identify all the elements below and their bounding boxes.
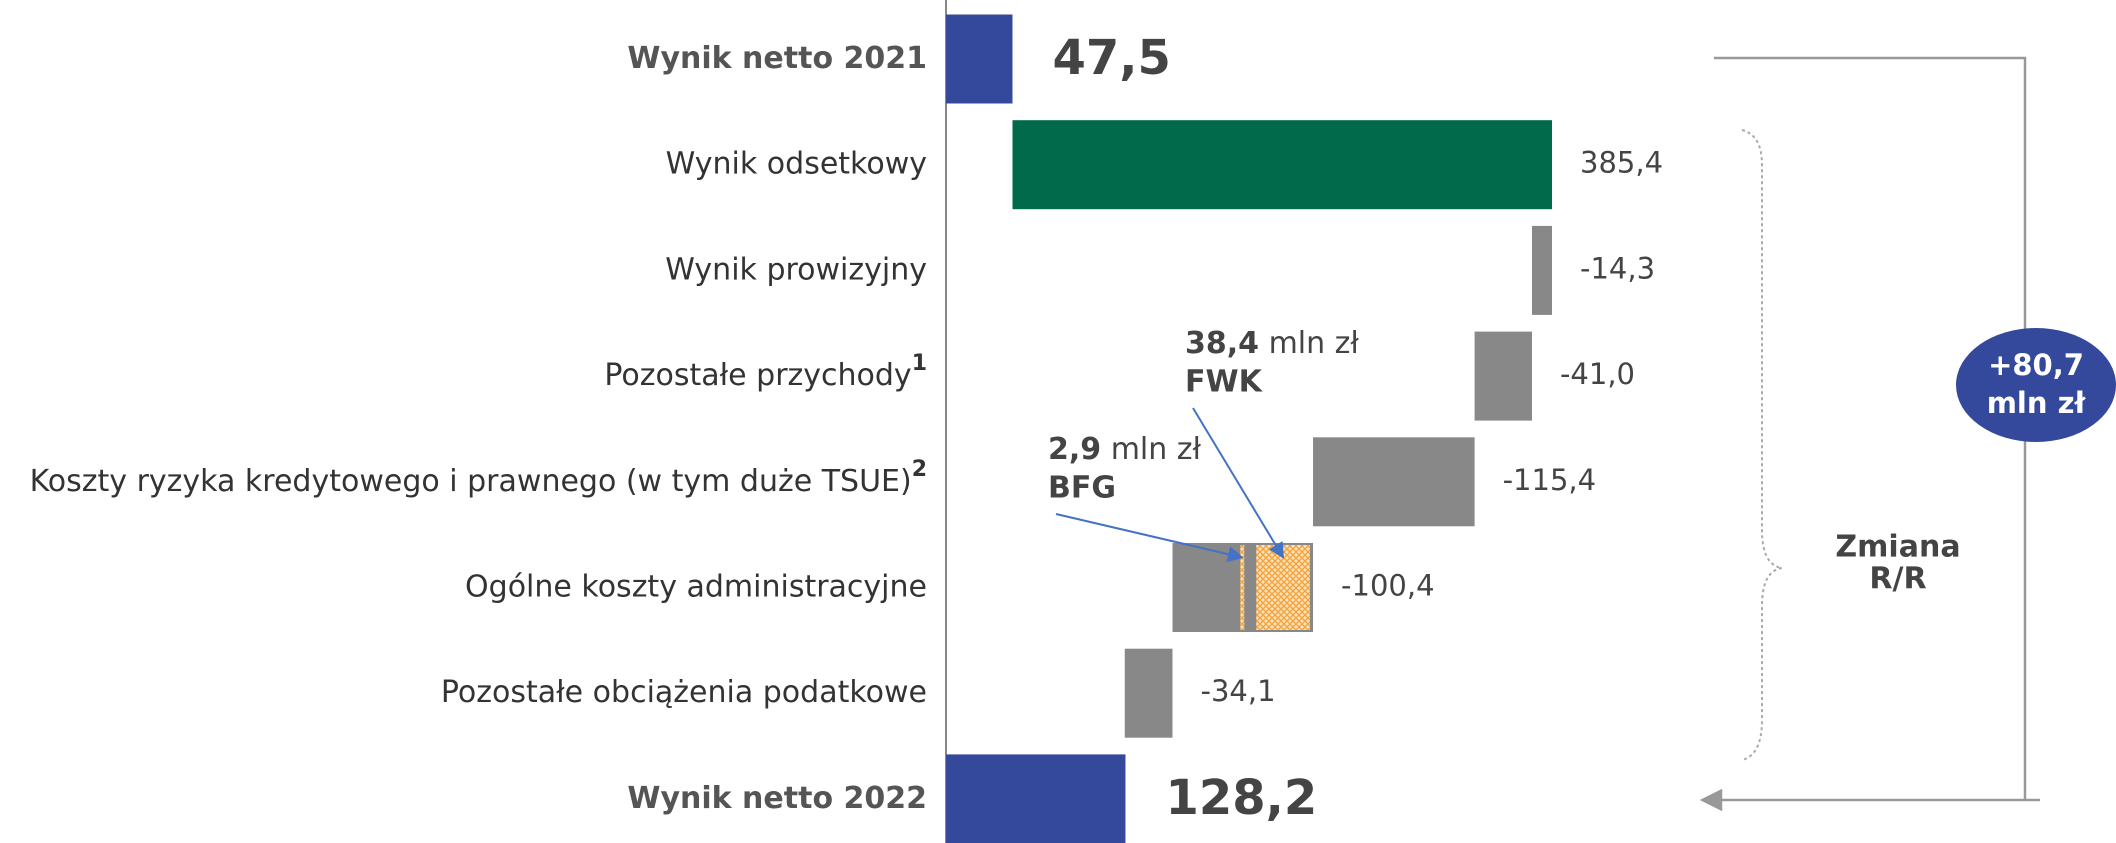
bracket-line: [1714, 56, 2027, 800]
value-label: -115,4: [1503, 463, 1597, 497]
category-text: Ogólne koszty administracyjne: [465, 569, 927, 604]
value-label: 385,4: [1580, 146, 1663, 180]
bar: [1474, 331, 1532, 421]
category-text: Wynik netto 2022: [627, 780, 927, 815]
annotation-value: 2,9 mln zł: [1048, 432, 1202, 467]
annotation-unit: mln zł: [1269, 326, 1360, 361]
highlight-segment: [1256, 545, 1311, 630]
bracket-label: R/R: [1869, 562, 1926, 597]
bar: [946, 754, 1126, 843]
highlight-segment: [1240, 545, 1245, 630]
category-label: Pozostałe obciążenia podatkowe: [441, 675, 927, 710]
value-label: -34,1: [1200, 674, 1275, 708]
annotation-label: BFG: [1048, 471, 1116, 506]
bar: [1012, 120, 1552, 210]
category-label: Wynik prowizyjny: [665, 252, 927, 287]
bracket-label: Zmiana: [1835, 530, 1960, 565]
category-text: Koszty ryzyka kredytowego i prawnego (w …: [30, 463, 912, 498]
brace: [1741, 129, 1783, 761]
category-text: Pozostałe przychody: [604, 358, 911, 393]
bar: [1124, 648, 1173, 738]
change-unit: mln zł: [1987, 386, 2087, 420]
value-label: -41,0: [1560, 357, 1635, 391]
annotation-arrow: [1055, 513, 1244, 563]
annotation-space: [1101, 432, 1111, 467]
category-text: Pozostałe obciążenia podatkowe: [441, 675, 927, 710]
category-label: Wynik netto 2022: [627, 780, 927, 815]
footnote-mark: 2: [912, 457, 927, 482]
category-text: Wynik netto 2021: [627, 41, 927, 76]
value-label: -14,3: [1580, 251, 1655, 285]
footnote-mark: 1: [912, 351, 927, 376]
annotation-value: 38,4 mln zł: [1185, 326, 1359, 361]
category-label: Pozostałe przychody1: [604, 351, 927, 393]
bar: [1313, 437, 1475, 527]
annotation-number: 38,4: [1185, 326, 1259, 361]
change-bubble: [1956, 328, 2116, 442]
category-label: Wynik odsetkowy: [666, 146, 927, 181]
category-text: Wynik prowizyjny: [665, 252, 927, 287]
category-text: Wynik odsetkowy: [666, 146, 927, 181]
annotation-unit: mln zł: [1111, 432, 1202, 467]
category-label: Koszty ryzyka kredytowego i prawnego (w …: [30, 457, 927, 499]
value-label: -100,4: [1341, 569, 1435, 603]
category-label: Ogólne koszty administracyjne: [465, 569, 927, 604]
category-label: Wynik netto 2021: [627, 41, 927, 76]
bar: [946, 14, 1013, 104]
change-value: +80,7: [1988, 348, 2084, 382]
annotation-label: FWK: [1185, 365, 1264, 400]
annotation-arrow: [1192, 407, 1285, 559]
annotation-space: [1259, 326, 1269, 361]
annotation-number: 2,9: [1048, 432, 1101, 467]
value-label: 47,5: [1052, 30, 1170, 86]
bar: [1531, 225, 1552, 315]
value-label: 128,2: [1165, 770, 1317, 826]
